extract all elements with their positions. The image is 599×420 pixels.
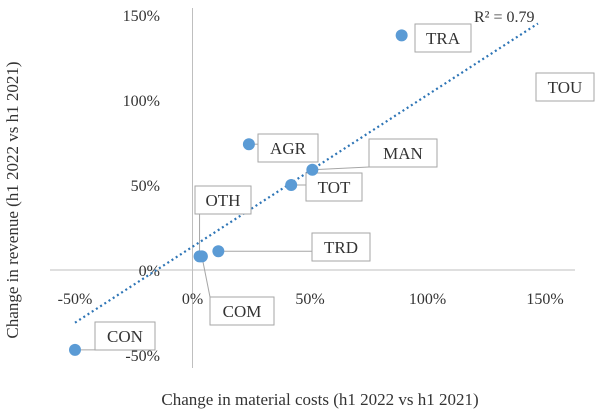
label-leader-line	[201, 256, 211, 298]
point-label: MAN	[383, 144, 423, 163]
x-tick-label: -50%	[58, 291, 93, 308]
x-tick-label: 50%	[295, 291, 324, 308]
point-label-box	[194, 185, 252, 215]
data-point	[212, 245, 225, 258]
point-label: CON	[107, 327, 143, 346]
point-label: TRD	[324, 238, 358, 257]
y-tick-label: 100%	[123, 93, 160, 110]
data-point	[395, 29, 408, 42]
point-label-box	[414, 23, 472, 53]
point-label: TOU	[548, 78, 583, 97]
point-label: OTH	[206, 191, 241, 210]
x-tick-label: 100%	[409, 291, 446, 308]
y-tick-label: 50%	[131, 178, 160, 195]
point-label: TRA	[426, 29, 461, 48]
y-tick-label: 150%	[123, 8, 160, 25]
x-tick-label: 0%	[182, 291, 203, 308]
x-tick-label: 150%	[526, 291, 563, 308]
point-label-box	[535, 72, 595, 102]
y-tick-label: 0%	[139, 263, 160, 280]
data-point	[242, 138, 255, 151]
point-label: AGR	[270, 139, 307, 158]
data-point	[195, 250, 208, 263]
point-label: COM	[223, 302, 262, 321]
point-label-box	[257, 133, 319, 163]
point-label-box	[94, 321, 156, 351]
x-axis-title: Change in material costs (h1 2022 vs h1 …	[161, 390, 478, 409]
data-point	[285, 179, 298, 191]
point-label: TOT	[318, 178, 351, 197]
point-label-box	[305, 172, 363, 202]
r-squared-label: R² = 0.79	[474, 9, 535, 26]
point-label-box	[311, 232, 371, 262]
point-label-box	[368, 138, 438, 168]
y-tick-label: -50%	[125, 348, 160, 365]
data-point	[69, 343, 81, 356]
y-axis-title: Change in revenue (h1 2022 vs h1 2021)	[3, 61, 22, 338]
point-label-box	[209, 296, 275, 326]
label-leader-line	[312, 166, 370, 171]
data-point	[306, 163, 319, 176]
